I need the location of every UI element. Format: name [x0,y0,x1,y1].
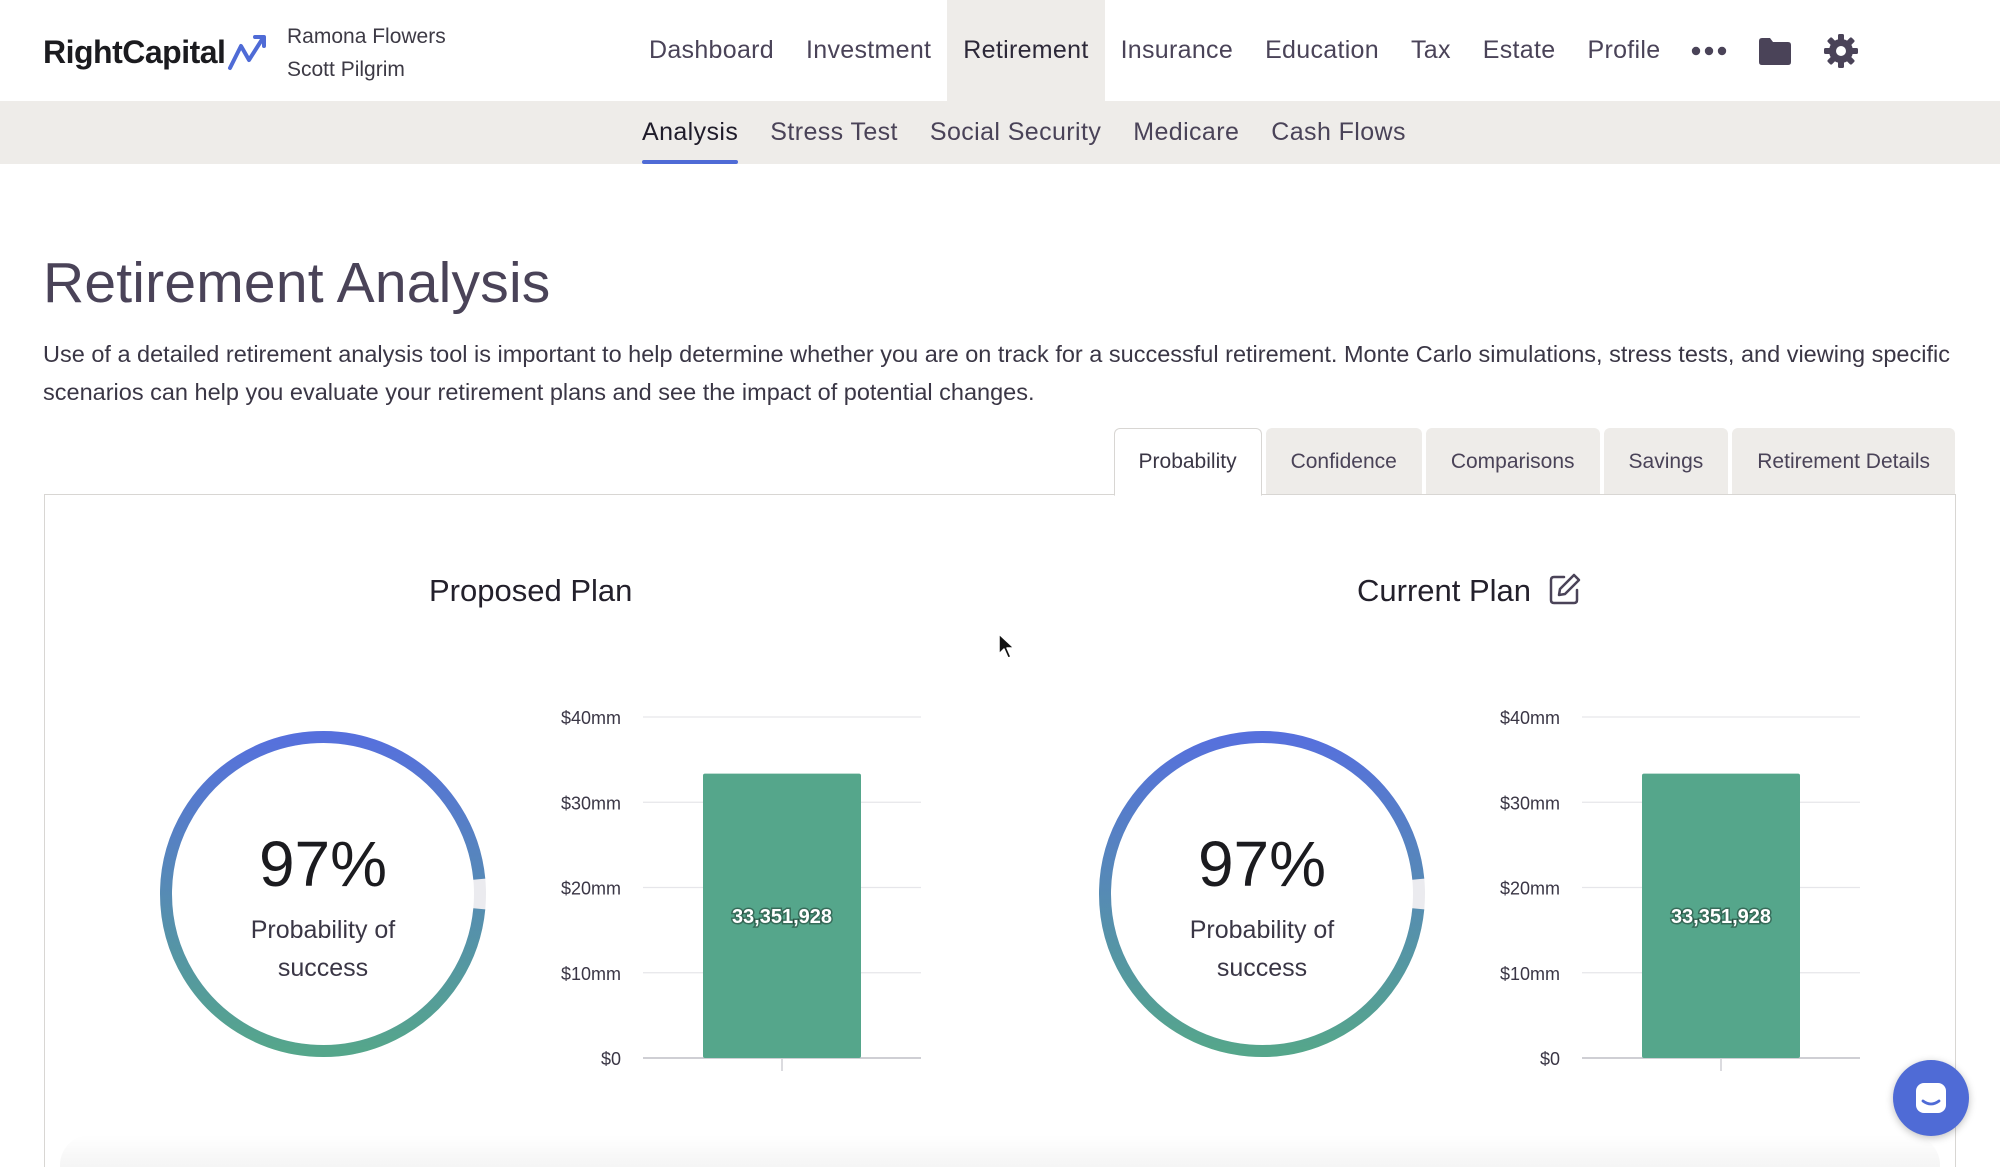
subnav-analysis[interactable]: Analysis [642,101,739,164]
y-tick-label: $20mm [1500,879,1560,899]
mouse-cursor-icon [998,633,1015,659]
bar [703,773,861,1058]
proposed-probability-arc [160,731,486,1057]
proposed-plan-title: Proposed Plan [429,573,633,608]
bar [1642,773,1800,1058]
y-tick-label: $10mm [1500,964,1560,984]
client-names[interactable]: Ramona Flowers Scott Pilgrim [287,20,446,86]
y-tick-label: $0 [1540,1049,1560,1069]
nav-retirement[interactable]: Retirement [947,0,1105,101]
y-tick-label: $10mm [561,964,621,984]
y-tick-label: $40mm [1500,708,1560,728]
nav-insurance[interactable]: Insurance [1120,36,1234,64]
bottom-shadow [60,1135,1940,1167]
brand-logo[interactable]: RightCapital [43,30,269,74]
y-tick-label: $30mm [1500,793,1560,813]
sub-nav: Analysis Stress Test Social Security Med… [0,101,2000,164]
probability-panel [44,494,1956,1167]
nav-tax[interactable]: Tax [1410,36,1451,64]
current-probability-arc [1099,731,1425,1057]
subnav-social-security[interactable]: Social Security [929,118,1102,146]
current-probability-value: 97% [1197,828,1327,900]
bar-data-label: 33,351,928 [1671,906,1771,928]
client-primary: Ramona Flowers [287,25,446,48]
logo-arrow-icon [228,35,267,70]
current-probability-donut: 97% Probability of success [1092,724,1432,1064]
page-description: Use of a detailed retirement analysis to… [43,341,1950,405]
y-tick-label: $0 [601,1049,621,1069]
tab-savings[interactable]: Savings [1603,428,1729,495]
edit-icon[interactable] [1548,572,1582,606]
gear-icon[interactable] [1808,0,1874,101]
proposed-probability-label: Probability of success [250,916,396,982]
nav-education[interactable]: Education [1265,36,1379,64]
subnav-medicare[interactable]: Medicare [1133,118,1240,146]
analysis-tabs: Probability Confidence Comparisons Savin… [1110,428,1955,496]
subnav-cash-flows[interactable]: Cash Flows [1271,118,1406,146]
proposed-bar-chart: $0 $10mm $20mm $30mm $40mm 33,351,928 [530,700,930,1090]
main-nav: Dashboard Investment Retirement Insuranc… [633,0,1874,101]
tab-probability[interactable]: Probability [1113,428,1262,496]
nav-investment[interactable]: Investment [806,36,932,64]
brand-name: RightCapital [43,33,226,70]
client-secondary: Scott Pilgrim [287,58,405,81]
y-tick-label: $30mm [561,793,621,813]
proposed-probability-value: 97% [258,828,388,900]
proposed-probability-donut: 97% Probability of success [153,724,493,1064]
bar-data-label: 33,351,928 [732,906,832,928]
chat-button[interactable] [1893,1060,1969,1136]
y-tick-label: $40mm [561,708,621,728]
top-header: RightCapital Ramona Flowers Scott Pilgri… [0,0,2000,101]
chat-icon [1916,1083,1946,1113]
y-tick-label: $20mm [561,879,621,899]
subnav-stress-test[interactable]: Stress Test [770,118,898,146]
tab-retirement-details[interactable]: Retirement Details [1732,428,1955,495]
nav-dashboard[interactable]: Dashboard [649,36,775,64]
nav-estate[interactable]: Estate [1482,36,1556,64]
current-probability-label: Probability of success [1189,916,1335,982]
current-bar-chart: $0 $10mm $20mm $30mm $40mm 33,351,928 [1469,700,1869,1090]
more-icon[interactable] [1676,0,1742,101]
nav-profile[interactable]: Profile [1587,36,1661,64]
folder-icon[interactable] [1742,0,1808,101]
tab-confidence[interactable]: Confidence [1265,428,1422,495]
page-title: Retirement Analysis [43,251,551,315]
current-plan-title: Current Plan [1357,573,1532,608]
tab-comparisons[interactable]: Comparisons [1425,428,1600,495]
